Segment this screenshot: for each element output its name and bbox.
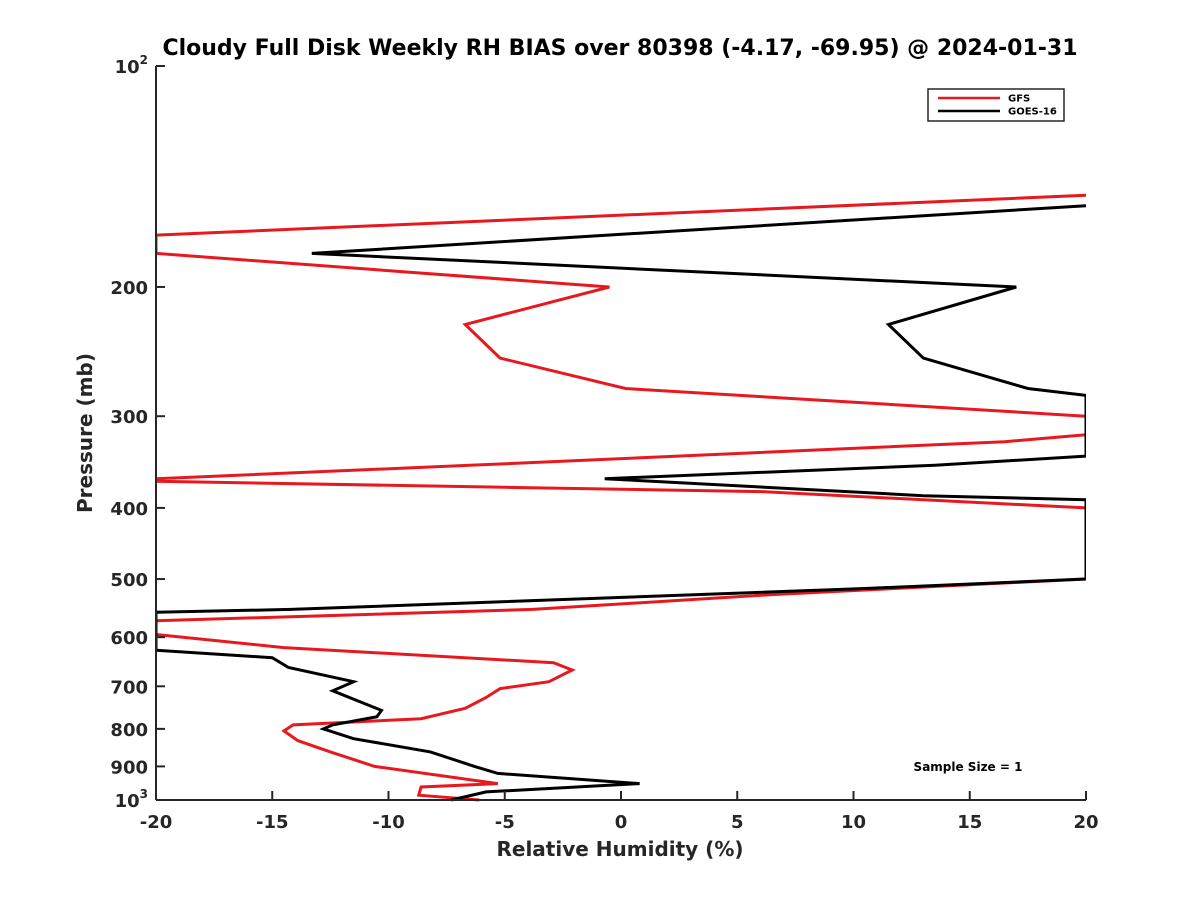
- axes: -20 -15 -10 -5 0 5 10 15 20 102 200 300 400 500 600 700…: [110, 53, 1098, 833]
- x-tick-label: 0: [615, 812, 628, 833]
- legend-label-gfs: GFS: [1008, 94, 1030, 105]
- chart-title: Cloudy Full Disk Weekly RH BIAS over 803…: [162, 36, 1077, 61]
- series-line-gfs: [156, 193, 1086, 802]
- x-tick-label: 5: [731, 812, 744, 833]
- legend: GFS GOES-16: [927, 88, 1065, 122]
- x-tick-label: -20: [140, 812, 173, 833]
- y-tick-label: 400: [110, 499, 148, 520]
- x-tick-label: -15: [256, 812, 289, 833]
- series-line-goes-16: [156, 204, 1086, 802]
- y-tick-label: 102: [115, 53, 148, 78]
- y-tick-label: 103: [115, 787, 148, 812]
- legend-box: [927, 88, 1065, 122]
- legend-label-goes-16: GOES-16: [1008, 107, 1057, 118]
- x-axis-label: Relative Humidity (%): [496, 837, 743, 861]
- y-tick-label: 200: [110, 278, 148, 299]
- x-tick-label: -10: [372, 812, 405, 833]
- y-tick-label: 700: [110, 677, 148, 698]
- x-tick-label: 10: [841, 812, 866, 833]
- x-tick-label: -5: [495, 812, 515, 833]
- y-axis-label: Pressure (mb): [73, 353, 97, 513]
- y-tick-label: 600: [110, 628, 148, 649]
- y-tick-label: 300: [110, 407, 148, 428]
- y-tick-label: 900: [110, 757, 148, 778]
- x-tick-label: 15: [957, 812, 982, 833]
- y-tick-label: 800: [110, 720, 148, 741]
- plot-area: [156, 193, 1086, 802]
- sample-size-annotation: Sample Size = 1: [914, 760, 1023, 774]
- y-tick-label: 500: [110, 570, 148, 591]
- x-tick-label: 20: [1073, 812, 1098, 833]
